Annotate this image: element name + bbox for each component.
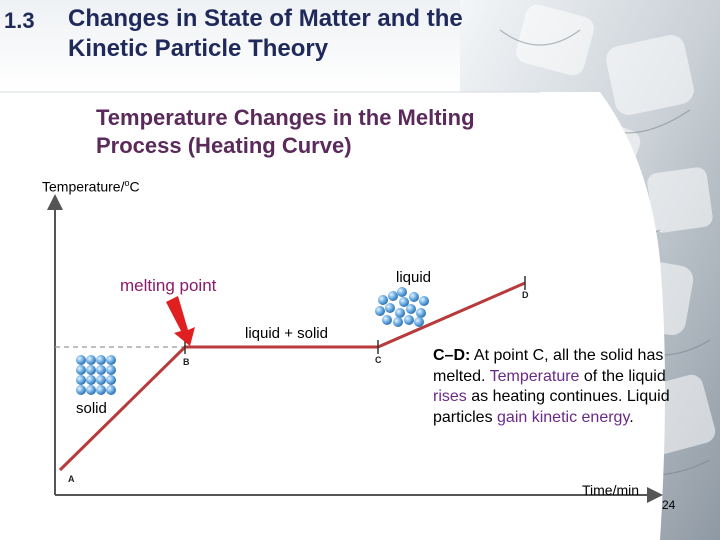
note-highlight-temperature: Temperature: [489, 367, 580, 385]
note-heading: C–D:: [433, 347, 471, 364]
note-text-2: of the liquid: [579, 367, 666, 385]
solid-particle: [86, 375, 96, 385]
liquid-particle: [406, 304, 416, 314]
liquid-particle: [397, 287, 407, 297]
solid-particle: [106, 355, 116, 365]
solid-particle: [96, 365, 106, 375]
liquid-particle: [375, 306, 385, 316]
solid-particle: [76, 355, 86, 365]
y-axis-label: Temperature/oC: [42, 178, 140, 195]
solid-particle: [96, 375, 106, 385]
slide-subtitle: Temperature Changes in the Melting Proce…: [96, 105, 475, 158]
melting-point-arrow: [166, 296, 195, 346]
note-text-1: At point C, all the solid has melted.: [433, 347, 664, 385]
solid-particle: [106, 365, 116, 375]
liquid-particle: [388, 291, 398, 301]
liquid-particle: [385, 303, 395, 313]
liquid-particles-icon: [375, 287, 429, 327]
note-highlight-kinetic: gain kinetic energy: [497, 408, 630, 426]
slide-title: Changes in State of Matter and the Kinet…: [68, 5, 463, 62]
heating-curve-line: [58, 281, 526, 472]
solid-particle: [76, 375, 86, 385]
solid-particle: [106, 385, 116, 395]
note-highlight-rises: rises: [433, 388, 467, 405]
cd-explanation: C–D: At point C, all the solid has melte…: [433, 346, 673, 428]
section-number: 1.3: [4, 8, 35, 33]
point-a-label: A: [68, 474, 75, 484]
solid-particle: [86, 355, 96, 365]
liquid-particle: [416, 308, 426, 318]
solid-particle: [76, 385, 86, 395]
solid-particles-icon: [76, 355, 116, 395]
solid-particle: [86, 385, 96, 395]
note-text-3: as heating continues. Liquid particles: [433, 388, 670, 426]
liquid-particle: [393, 317, 403, 327]
point-c-label: C: [375, 355, 382, 365]
liquid-label: liquid: [396, 269, 432, 286]
liquid-particle: [409, 292, 419, 302]
note-text-4: .: [629, 408, 634, 426]
point-d-label: D: [522, 290, 529, 300]
solid-particle: [96, 385, 106, 395]
liquid-particle: [414, 317, 424, 327]
liquid-particle: [382, 315, 392, 325]
point-b-label: B: [183, 357, 190, 367]
liquid-particle: [395, 308, 405, 318]
liquid-particle: [404, 315, 414, 325]
liquid-particle: [378, 295, 388, 305]
melting-point-label: melting point: [120, 276, 217, 295]
liquid-solid-label: liquid + solid: [245, 325, 328, 342]
solid-label: solid: [76, 400, 107, 417]
liquid-particle: [419, 296, 429, 306]
x-axis-label: Time/min: [582, 482, 640, 498]
solid-particle: [96, 355, 106, 365]
solid-particle: [76, 365, 86, 375]
solid-particle: [86, 365, 96, 375]
liquid-particle: [399, 297, 409, 307]
page-number: 24: [662, 498, 676, 512]
solid-particle: [106, 375, 116, 385]
